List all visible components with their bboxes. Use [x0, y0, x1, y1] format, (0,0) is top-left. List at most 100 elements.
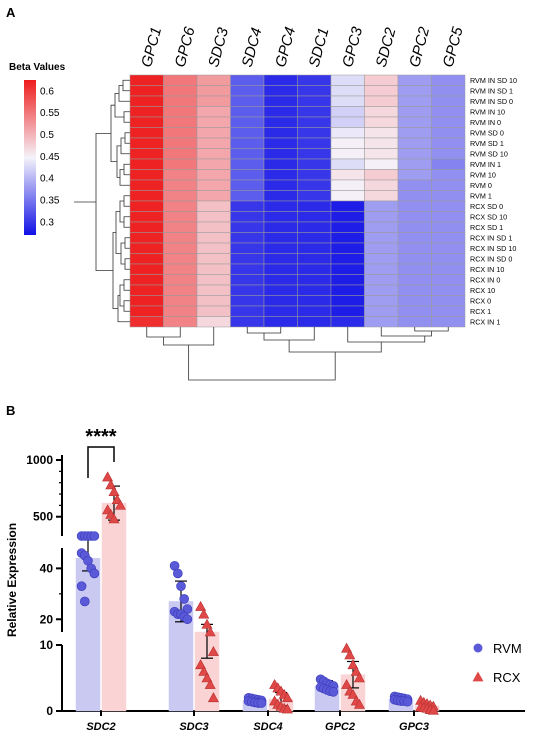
column-label: GPC2: [406, 25, 433, 69]
heatmap-cell: [196, 253, 231, 265]
heatmap-cell: [163, 179, 198, 191]
dendrogram-branch: [380, 327, 432, 337]
row-label: RCX SD 1: [470, 223, 503, 232]
column-label: GPC3: [339, 25, 366, 69]
heatmap-cell: [297, 137, 332, 149]
heatmap-cell: [263, 190, 298, 202]
heatmap-cell: [230, 221, 265, 233]
heatmap-cell: [230, 200, 265, 212]
data-point-rvm: [89, 531, 100, 541]
heatmap-cell: [431, 316, 466, 328]
dendrogram-branch: [123, 279, 130, 291]
heatmap-cell: [163, 95, 198, 107]
heatmap-cell: [330, 305, 365, 317]
heatmap-cell: [431, 253, 466, 265]
column-label: GPC1: [138, 25, 165, 69]
heatmap-cell: [431, 232, 466, 244]
heatmap-cell: [163, 242, 198, 254]
heatmap-cell: [364, 179, 399, 191]
heatmap-cell: [431, 158, 466, 170]
data-point-rcx: [198, 608, 210, 619]
dendrogram-branch: [123, 163, 130, 176]
heatmap-cell: [297, 295, 332, 307]
heatmap-cell: [230, 242, 265, 254]
colorbar-tick-label: 0.45: [40, 152, 60, 163]
dendrogram-branch: [119, 169, 130, 186]
heatmap-cell: [163, 116, 198, 128]
heatmap-cell: [364, 221, 399, 233]
heatmap-cell: [397, 316, 432, 328]
heatmap-cell: [196, 232, 231, 244]
heatmap-cell: [297, 158, 332, 170]
heatmap-cell: [364, 74, 399, 86]
heatmap-cell: [129, 295, 164, 307]
column-label: GPC5: [440, 25, 467, 69]
heatmap-cell: [263, 179, 298, 191]
heatmap-cell: [230, 284, 265, 296]
data-point-rcx: [195, 600, 207, 611]
heatmap-cell: [163, 106, 198, 118]
dendrogram-branch: [114, 93, 124, 118]
heatmap-cell: [263, 295, 298, 307]
heatmap-cell: [230, 127, 265, 139]
heatmap-cell: [129, 85, 164, 97]
y-axis-label: Relative Expression: [5, 523, 19, 637]
dendrogram-branch: [119, 284, 124, 307]
data-point-rvm: [76, 581, 87, 591]
heatmap-cell: [431, 190, 466, 202]
bar-rcx: [101, 502, 127, 712]
heatmap-cell: [196, 74, 231, 86]
heatmap-cell: [196, 274, 231, 286]
heatmap-cell: [230, 211, 265, 223]
heatmap-cell: [364, 137, 399, 149]
heatmap-cell: [129, 232, 164, 244]
bar-rvm: [75, 557, 101, 712]
heatmap-cell: [230, 179, 265, 191]
heatmap-cell: [397, 106, 432, 118]
heatmap-cell: [129, 95, 164, 107]
heatmap-cell: [397, 274, 432, 286]
data-point-rcx: [201, 618, 213, 629]
heatmap-cell: [196, 284, 231, 296]
data-point-rcx: [281, 703, 293, 714]
row-label: RCX 10: [470, 286, 495, 295]
heatmap-cell: [196, 263, 231, 275]
row-label: RCX IN 1: [470, 317, 500, 326]
panel-b-label: B: [6, 403, 15, 418]
heatmap-cell: [230, 85, 265, 97]
heatmap-cell: [431, 274, 466, 286]
row-label: RVM IN 0: [470, 118, 501, 127]
heatmap-cell: [330, 179, 365, 191]
data-point-rcx: [281, 692, 293, 703]
heatmap-cell: [330, 106, 365, 118]
heatmap-cell: [364, 148, 399, 160]
heatmap: GPC1 GPC6 SDC3 SDC4 GPC4 SDC1 GPC3 SDC2 GPC2 GPC5…: [129, 25, 517, 328]
dendrogram-branch: [414, 327, 449, 332]
data-point-rcx: [114, 499, 126, 510]
heatmap-cell: [364, 116, 399, 128]
colorbar-bar: [24, 80, 36, 235]
heatmap-cell: [397, 137, 432, 149]
data-point-rcx: [201, 672, 213, 683]
heatmap-cell: [129, 274, 164, 286]
heatmap-cell: [397, 169, 432, 181]
heatmap-cell: [330, 221, 365, 233]
heatmap-cell: [263, 116, 298, 128]
heatmap-cell: [397, 190, 432, 202]
heatmap-cell: [263, 148, 298, 160]
heatmap-cell: [397, 74, 432, 86]
heatmap-cell: [263, 284, 298, 296]
heatmap-cell: [163, 232, 198, 244]
heatmap-cell: [263, 106, 298, 118]
heatmap-cell: [330, 316, 365, 328]
heatmap-cell: [330, 85, 365, 97]
heatmap-cell: [163, 253, 198, 265]
heatmap-cell: [330, 232, 365, 244]
x-tick-label: SDC3: [179, 721, 208, 733]
heatmap-cell: [330, 95, 365, 107]
heatmap-cell: [330, 127, 365, 139]
heatmap-cell: [397, 305, 432, 317]
heatmap-cell: [431, 284, 466, 296]
heatmap-cell: [431, 179, 466, 191]
heatmap-cell: [364, 305, 399, 317]
